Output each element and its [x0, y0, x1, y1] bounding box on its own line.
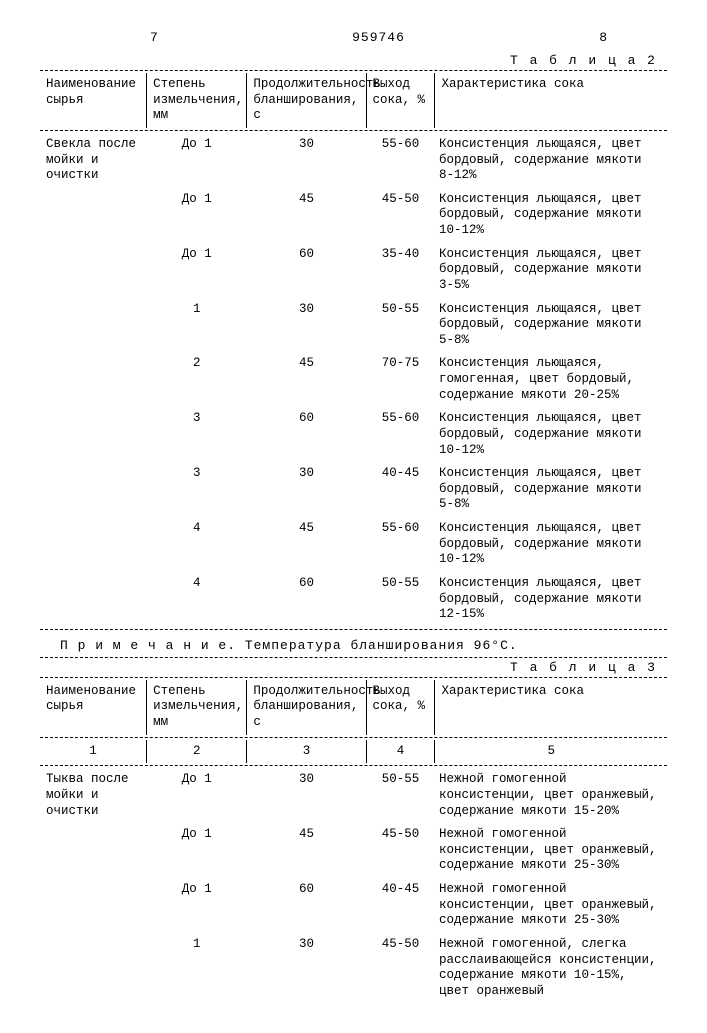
cell: 35-40 — [366, 243, 435, 298]
cell: Консистенция льющаяся, цвет бордовый, со… — [435, 407, 667, 462]
material-cell: Свекла после мойки и очистки — [40, 133, 147, 627]
table3-numrow: 1 2 3 4 5 — [40, 740, 667, 764]
cell: 55-60 — [366, 133, 435, 188]
cell: 30 — [247, 768, 366, 823]
material-cell: Тыква после мойки и очистки — [40, 768, 147, 1003]
cell: 50-55 — [366, 298, 435, 353]
colnum: 3 — [247, 740, 366, 764]
cell: Нежной гомогенной консистенции, цвет ора… — [435, 768, 667, 823]
cell: 45 — [247, 517, 366, 572]
cell: 3 — [147, 462, 247, 517]
cell: 70-75 — [366, 352, 435, 407]
cell: 30 — [247, 933, 366, 1004]
page-header: 7 959746 8 — [40, 30, 667, 45]
cell: Консистенция льющаяся, цвет бордовый, со… — [435, 133, 667, 188]
cell: 3 — [147, 407, 247, 462]
cell: 30 — [247, 133, 366, 188]
cell: Нежной гомогенной, слегка расслаивающейс… — [435, 933, 667, 1004]
table3: Наименование сырья Степень измельчения, … — [40, 680, 667, 735]
table2-label: Т а б л и ц а 2 — [40, 53, 667, 68]
table3-col-header: Характеристика сока — [435, 680, 667, 735]
table2-body: Свекла после мойки и очистки До 1 30 55-… — [40, 133, 667, 627]
col-number-left: 7 — [150, 30, 158, 45]
cell: До 1 — [147, 878, 247, 933]
cell: 60 — [247, 878, 366, 933]
divider — [40, 737, 667, 738]
cell: 4 — [147, 517, 247, 572]
table3-label: Т а б л и ц а 3 — [40, 660, 667, 675]
cell: 60 — [247, 407, 366, 462]
cell: Консистенция льющаяся, цвет бордовый, со… — [435, 243, 667, 298]
cell: Консистенция льющаяся, гомогенная, цвет … — [435, 352, 667, 407]
cell: 45 — [247, 188, 366, 243]
colnum: 5 — [435, 740, 667, 764]
divider — [40, 130, 667, 131]
table2-col-header: Выход сока, % — [366, 73, 435, 128]
cell: Консистенция льющаяся, цвет бордовый, со… — [435, 572, 667, 627]
divider — [40, 765, 667, 766]
cell: 60 — [247, 572, 366, 627]
table2-header-row: Наименование сырья Степень измельчения, … — [40, 73, 667, 128]
table2-col-header: Степень измельчения, мм — [147, 73, 247, 128]
cell: 1 — [147, 298, 247, 353]
table3-header-row: Наименование сырья Степень измельчения, … — [40, 680, 667, 735]
cell: 60 — [247, 243, 366, 298]
cell: 50-55 — [366, 572, 435, 627]
divider — [40, 657, 667, 658]
table2: Наименование сырья Степень измельчения, … — [40, 73, 667, 128]
cell: Нежной гомогенной консистенции, цвет ора… — [435, 823, 667, 878]
cell: Консистенция льющаяся, цвет бордовый, со… — [435, 188, 667, 243]
cell: До 1 — [147, 133, 247, 188]
cell: Консистенция льющаяся, цвет бордовый, со… — [435, 517, 667, 572]
document-number: 959746 — [352, 30, 405, 45]
cell: 55-60 — [366, 517, 435, 572]
cell: До 1 — [147, 768, 247, 823]
cell: 30 — [247, 462, 366, 517]
table3-col-header: Выход сока, % — [366, 680, 435, 735]
cell: 45-50 — [366, 933, 435, 1004]
cell: 30 — [247, 298, 366, 353]
colnum: 1 — [40, 740, 147, 764]
cell: 50-55 — [366, 768, 435, 823]
cell: 40-45 — [366, 462, 435, 517]
cell: 2 — [147, 352, 247, 407]
table2-col-header: Продолжительность бланширования, с — [247, 73, 366, 128]
table3-col-header: Продолжительность бланширования, с — [247, 680, 366, 735]
table3-body: Тыква после мойки и очистки До 1 30 50-5… — [40, 768, 667, 1003]
table2-note: П р и м е ч а н и е. Температура бланшир… — [60, 638, 667, 653]
cell: 55-60 — [366, 407, 435, 462]
col-number-right: 8 — [599, 30, 607, 45]
divider — [40, 677, 667, 678]
cell: 45 — [247, 823, 366, 878]
divider — [40, 70, 667, 71]
colnum: 4 — [366, 740, 435, 764]
cell: Консистенция льющаяся, цвет бордовый, со… — [435, 298, 667, 353]
cell: 45-50 — [366, 188, 435, 243]
divider — [40, 629, 667, 630]
table3-column-numbers: 1 2 3 4 5 — [40, 740, 667, 764]
table3-col-header: Степень измельчения, мм — [147, 680, 247, 735]
table2-col-header: Характеристика сока — [435, 73, 667, 128]
cell: До 1 — [147, 243, 247, 298]
cell: 40-45 — [366, 878, 435, 933]
colnum: 2 — [147, 740, 247, 764]
cell: 1 — [147, 933, 247, 1004]
table3-col-header: Наименование сырья — [40, 680, 147, 735]
table2-col-header: Наименование сырья — [40, 73, 147, 128]
cell: До 1 — [147, 188, 247, 243]
cell: 45-50 — [366, 823, 435, 878]
table-row: Тыква после мойки и очистки До 1 30 50-5… — [40, 768, 667, 823]
cell: До 1 — [147, 823, 247, 878]
cell: Нежной гомогенной консистенции, цвет ора… — [435, 878, 667, 933]
cell: 4 — [147, 572, 247, 627]
cell: 45 — [247, 352, 366, 407]
cell: Консистенция льющаяся, цвет бордовый, со… — [435, 462, 667, 517]
table-row: Свекла после мойки и очистки До 1 30 55-… — [40, 133, 667, 188]
